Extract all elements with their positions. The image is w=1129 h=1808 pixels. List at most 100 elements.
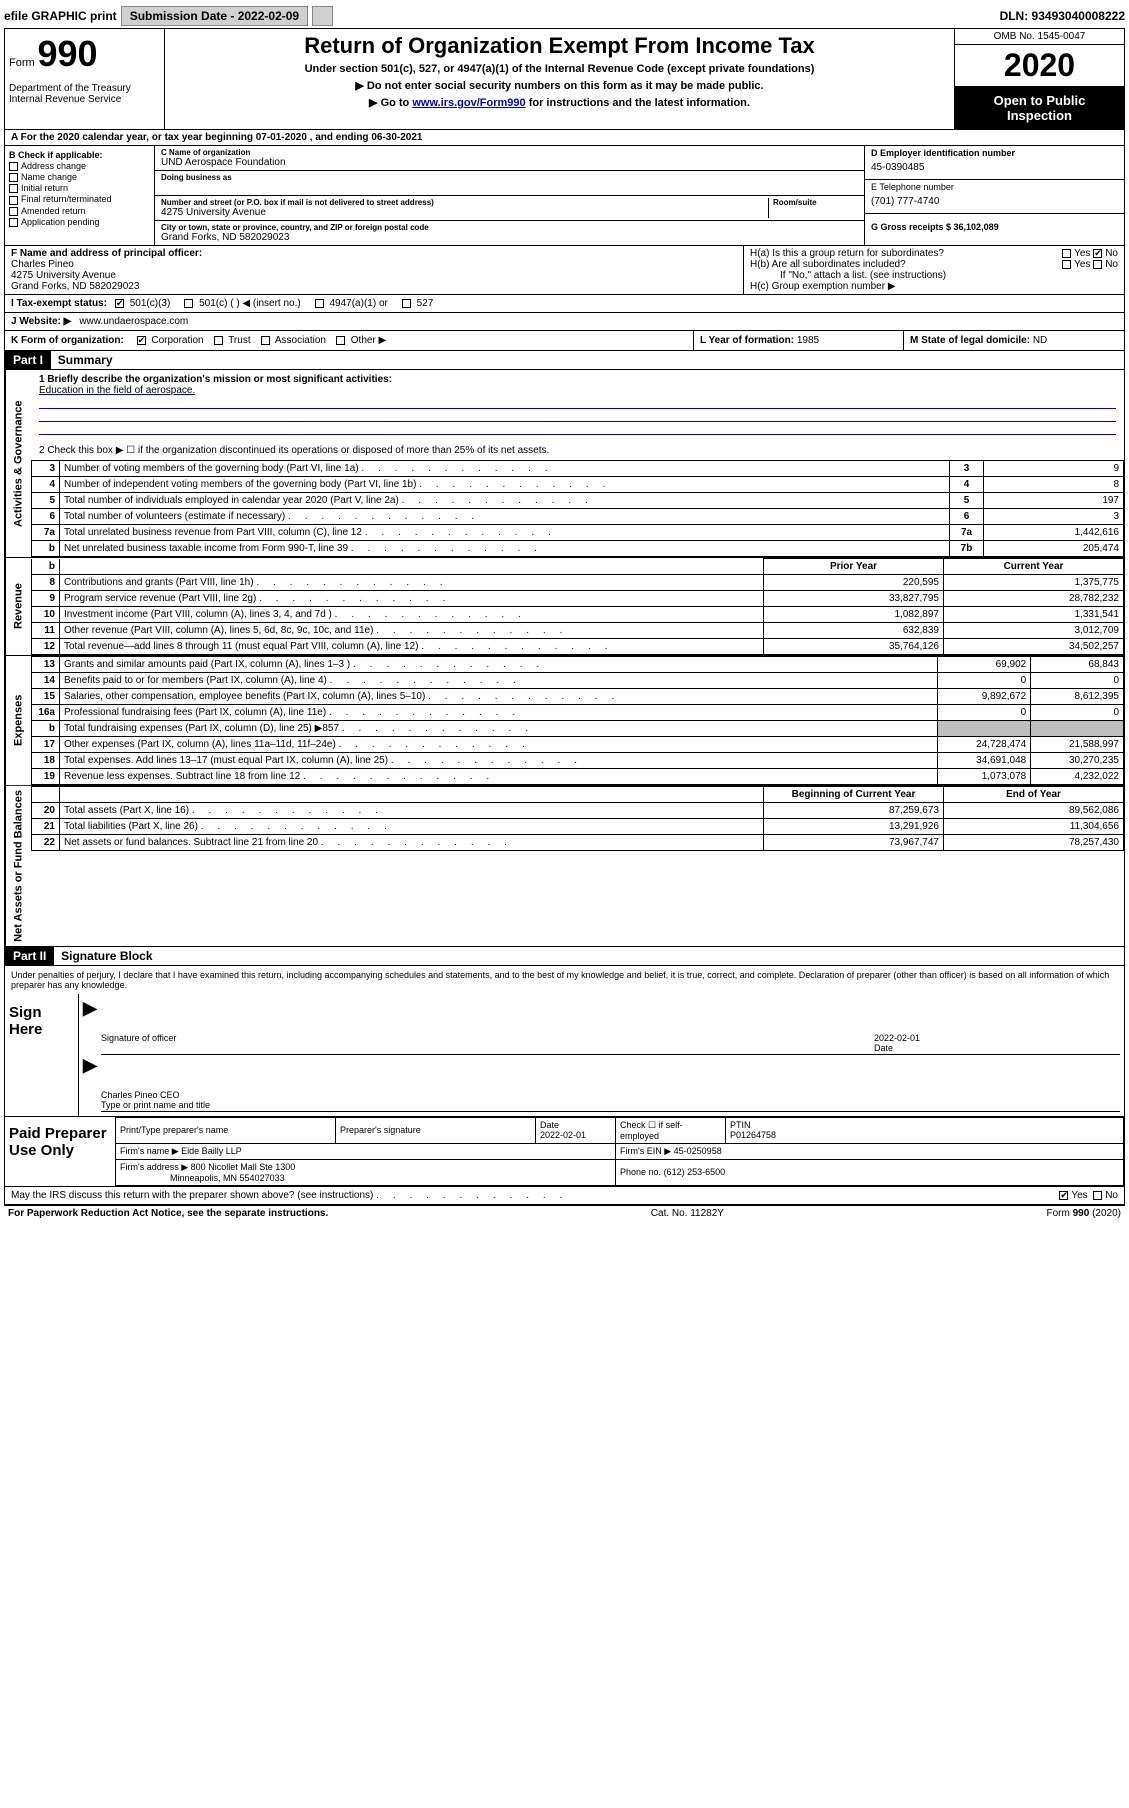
table-row: 14Benefits paid to or for members (Part …	[32, 673, 1124, 689]
table-row: 10Investment income (Part VIII, column (…	[32, 607, 1124, 623]
tab-expenses: Expenses	[5, 656, 31, 785]
hc-label: H(c) Group exemption number ▶	[750, 281, 1118, 292]
firm-ein: 45-0250958	[674, 1146, 722, 1156]
table-row: 8Contributions and grants (Part VIII, li…	[32, 575, 1124, 591]
form-title: Return of Organization Exempt From Incom…	[173, 33, 946, 59]
firm-addr2: Minneapolis, MN 554027033	[170, 1173, 285, 1183]
discuss-yes-checkbox[interactable]	[1059, 1191, 1068, 1200]
colb-checkbox[interactable]: Amended return	[9, 206, 150, 216]
part1-title: Summary	[54, 353, 113, 367]
table-expenses: 13Grants and similar amounts paid (Part …	[31, 656, 1124, 785]
table-row: 4Number of independent voting members of…	[32, 477, 1124, 493]
prep-date: 2022-02-01	[540, 1130, 586, 1140]
m-col: M State of legal domicile: ND	[904, 331, 1124, 350]
k-label: K Form of organization:	[11, 335, 124, 346]
room-label: Room/suite	[773, 198, 858, 207]
part1-rev-section: Revenue bPrior YearCurrent Year8Contribu…	[4, 558, 1125, 656]
officer-name-line: Charles Pineo CEOType or print name and …	[101, 1090, 1120, 1112]
blank-button[interactable]	[312, 6, 333, 26]
colb-checkbox[interactable]: Address change	[9, 161, 150, 171]
self-emp: Check ☐ if self-employed	[616, 1117, 726, 1143]
type-label: Type or print name and title	[101, 1100, 210, 1110]
submission-date-button[interactable]: Submission Date - 2022-02-09	[121, 6, 308, 26]
table-row: bNet unrelated business taxable income f…	[32, 541, 1124, 557]
city-value: Grand Forks, ND 582029023	[161, 232, 858, 243]
fgh-row: F Name and address of principal officer:…	[4, 246, 1125, 295]
table-row: 18Total expenses. Add lines 13–17 (must …	[32, 753, 1124, 769]
part1-na-section: Net Assets or Fund Balances Beginning of…	[4, 786, 1125, 947]
subtitle-1: Under section 501(c), 527, or 4947(a)(1)…	[173, 63, 946, 75]
form-header: Form 990 Department of the Treasury Inte…	[4, 28, 1125, 130]
col-b-checkboxes: B Check if applicable: Address changeNam…	[5, 146, 155, 245]
sig-arrow-icon-2: ▶	[83, 1055, 97, 1075]
cell-phone: E Telephone number (701) 777-4740	[865, 180, 1124, 214]
ha-checkboxes: Yes No	[1062, 248, 1118, 259]
part1-ag-section: Activities & Governance 1 Briefly descri…	[4, 370, 1125, 558]
colb-checkbox[interactable]: Name change	[9, 172, 150, 182]
km-row: K Form of organization: Corporation Trus…	[4, 331, 1125, 351]
subtitle-3: ▶ Go to www.irs.gov/Form990 for instruct…	[173, 96, 946, 109]
footer-left: For Paperwork Reduction Act Notice, see …	[8, 1208, 328, 1219]
k-col: K Form of organization: Corporation Trus…	[5, 331, 694, 350]
dba-label: Doing business as	[161, 173, 858, 182]
signature-section: Under penalties of perjury, I declare th…	[4, 966, 1125, 1205]
table-row: 7aTotal unrelated business revenue from …	[32, 525, 1124, 541]
website-row: J Website: ▶ www.undaerospace.com	[4, 313, 1125, 331]
colb-checkbox[interactable]: Application pending	[9, 217, 150, 227]
sub3-pre: ▶ Go to	[369, 97, 412, 109]
col-c-mid: C Name of organization UND Aerospace Fou…	[155, 146, 864, 245]
part1-header: Part I Summary	[4, 351, 1125, 370]
footer-right: Form 990 (2020)	[1047, 1208, 1121, 1219]
section-bcd: B Check if applicable: Address changeNam…	[4, 146, 1125, 246]
part2-title: Signature Block	[57, 949, 152, 963]
omb-number: OMB No. 1545-0047	[955, 29, 1124, 45]
tab-activities-governance: Activities & Governance	[5, 370, 31, 557]
status-option[interactable]: 501(c)(3)	[115, 298, 170, 309]
header-left: Form 990 Department of the Treasury Inte…	[5, 29, 165, 129]
table-row: 12Total revenue—add lines 8 through 11 (…	[32, 639, 1124, 655]
part2-badge: Part II	[5, 947, 54, 965]
f-addr1: 4275 University Avenue	[11, 270, 737, 281]
phone-value: (701) 777-4740	[871, 192, 1118, 211]
c-label: C Name of organization	[161, 148, 858, 157]
ptin-value: P01264758	[730, 1130, 776, 1140]
paid-preparer-section: Paid Preparer Use Only Print/Type prepar…	[5, 1116, 1124, 1186]
sig-date: 2022-02-01	[874, 1033, 920, 1043]
l-col: L Year of formation: 1985	[694, 331, 904, 350]
j-label: J Website: ▶	[11, 316, 71, 327]
website-value: www.undaerospace.com	[79, 316, 188, 327]
footer-mid: Cat. No. 11282Y	[651, 1208, 724, 1219]
topbar: efile GRAPHIC print Submission Date - 20…	[4, 4, 1125, 28]
table-row: 9Program service revenue (Part VIII, lin…	[32, 591, 1124, 607]
table-revenue: bPrior YearCurrent Year8Contributions an…	[31, 558, 1124, 655]
sign-here-label: Sign Here	[5, 994, 79, 1116]
k-option[interactable]: Trust	[214, 335, 251, 346]
tab-netassets: Net Assets or Fund Balances	[5, 786, 31, 946]
dept-treasury: Department of the Treasury Internal Reve…	[9, 83, 160, 105]
table-row: 13Grants and similar amounts paid (Part …	[32, 657, 1124, 673]
k-option[interactable]: Association	[261, 335, 326, 346]
header-mid: Return of Organization Exempt From Incom…	[165, 29, 954, 129]
status-option[interactable]: 4947(a)(1) or	[315, 298, 388, 309]
table-row: 19Revenue less expenses. Subtract line 1…	[32, 769, 1124, 785]
col-d-right: D Employer identification number 45-0390…	[864, 146, 1124, 245]
paid-preparer-label: Paid Preparer Use Only	[5, 1117, 115, 1186]
k-option[interactable]: Corporation	[137, 335, 204, 346]
status-option[interactable]: 501(c) ( ) ◀ (insert no.)	[184, 298, 300, 309]
irs-link[interactable]: www.irs.gov/Form990	[412, 97, 525, 109]
part1-badge: Part I	[5, 351, 51, 369]
colb-checkbox[interactable]: Initial return	[9, 183, 150, 193]
open-to-public: Open to Public Inspection	[955, 87, 1124, 129]
hb-note: If "No," attach a list. (see instruction…	[750, 270, 1118, 281]
colb-checkbox[interactable]: Final return/terminated	[9, 194, 150, 204]
status-option[interactable]: 527	[402, 298, 433, 309]
subtitle-2: ▶ Do not enter social security numbers o…	[173, 79, 946, 92]
firm-name: Eide Bailly LLP	[181, 1146, 242, 1156]
f-col: F Name and address of principal officer:…	[5, 246, 744, 294]
table-row: 20Total assets (Part X, line 16)87,259,6…	[32, 803, 1124, 819]
discuss-no-checkbox[interactable]	[1093, 1191, 1102, 1200]
k-option[interactable]: Other ▶	[336, 335, 386, 346]
mission-text: Education in the field of aerospace.	[39, 385, 1116, 396]
f-addr2: Grand Forks, ND 582029023	[11, 281, 737, 292]
page-footer: For Paperwork Reduction Act Notice, see …	[4, 1205, 1125, 1221]
